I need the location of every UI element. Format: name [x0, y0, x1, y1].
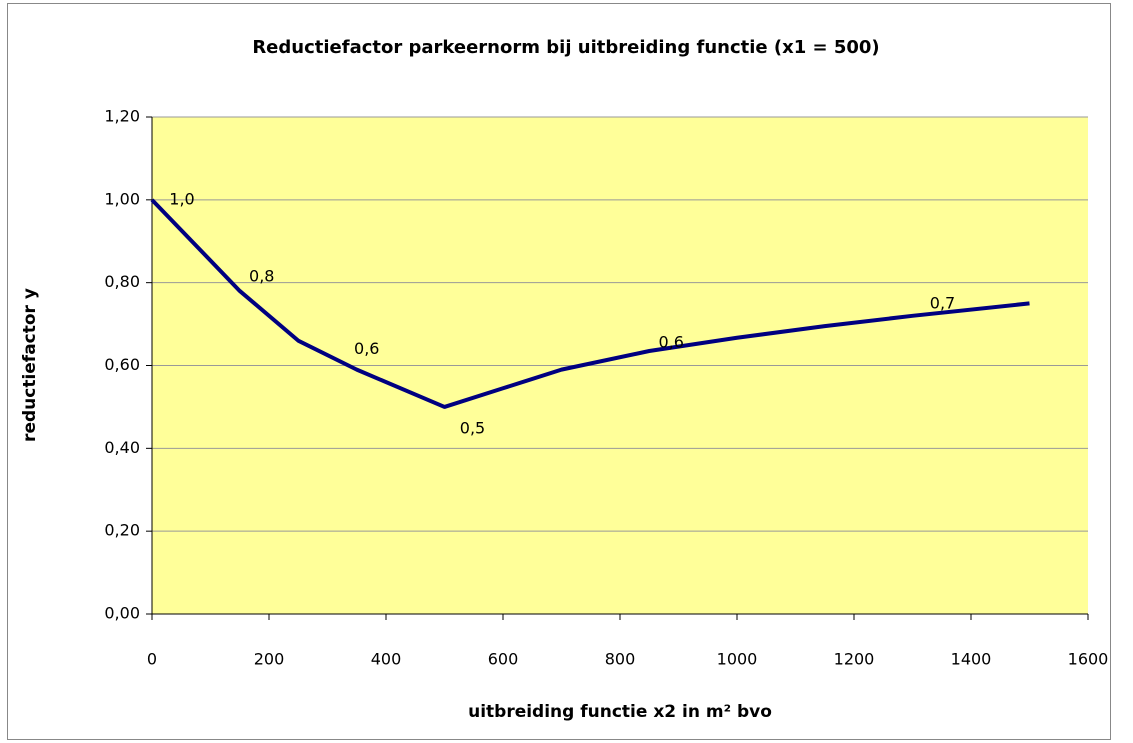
y-tick-label: 0,40	[104, 438, 140, 457]
x-tick-label: 0	[147, 650, 157, 669]
y-tick-label: 1,20	[104, 107, 140, 126]
x-tick-label: 1000	[717, 650, 758, 669]
data-label: 0,5	[460, 418, 485, 437]
x-tick-label: 1200	[834, 650, 875, 669]
x-tick-label: 200	[254, 650, 285, 669]
data-label: 0,6	[659, 333, 684, 352]
data-label: 0,7	[930, 293, 955, 312]
y-tick-label: 0,80	[104, 272, 140, 291]
x-axis-title: uitbreiding functie x2 in m² bvo	[468, 702, 772, 722]
x-tick-label: 1400	[951, 650, 992, 669]
y-axis-title: reductiefactor y	[20, 288, 40, 442]
data-line	[150, 198, 1030, 409]
x-tick-label: 1600	[1068, 650, 1109, 669]
data-label: 0,6	[354, 339, 379, 358]
y-tick-label: 0,00	[104, 604, 140, 623]
y-tick-label: 0,20	[104, 521, 140, 540]
x-tick-label: 600	[488, 650, 519, 669]
y-tick-label: 0,60	[104, 355, 140, 374]
data-label: 0,8	[249, 266, 274, 285]
data-label: 1,0	[169, 189, 194, 208]
y-tick-label: 1,00	[104, 189, 140, 208]
x-tick-label: 800	[605, 650, 636, 669]
chart-title: Reductiefactor parkeernorm bij uitbreidi…	[252, 37, 879, 58]
x-tick-label: 400	[371, 650, 402, 669]
